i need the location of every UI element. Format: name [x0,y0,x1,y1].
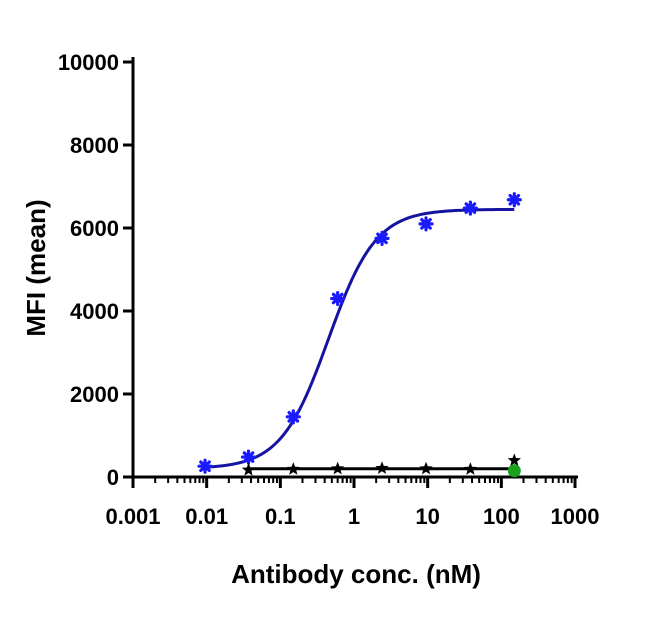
data-point-s0-1 [240,449,257,465]
data-point-s0-7 [506,192,522,208]
y-tick-label: 6000 [70,216,119,241]
data-point-s0-6 [462,200,478,216]
data-point-s0-4 [374,230,390,246]
y-tick-label: 10000 [58,50,119,75]
y-tick-label: 4000 [70,299,119,324]
y-tick-label: 8000 [70,133,119,158]
data-point-s0-5 [418,216,434,232]
x-tick-label: 10 [415,504,439,529]
data-points [197,192,522,478]
fit-curve-0 [204,207,515,469]
fit-curves [204,207,515,471]
x-tick-label: 1000 [551,504,600,529]
y-tick-label: 0 [107,465,119,490]
x-tick-label: 0.01 [185,504,228,529]
data-point-s1-5 [463,462,478,475]
data-point-s0-2 [285,409,301,425]
y-axis-ticks: 0 2000 4000 6000 8000 10000 [58,50,133,490]
data-point-s1-1 [286,462,300,475]
x-tick-label: 0.001 [105,504,160,529]
data-point-s1-3 [375,461,389,474]
data-point-s0-0 [197,458,213,474]
x-tick-label: 0.1 [265,504,296,529]
data-point-s1-4 [419,461,433,475]
data-point-s1-0 [241,462,256,476]
data-point-s1-6 [507,453,521,467]
data-point-s2-0 [507,464,521,478]
data-point-s0-3 [330,290,346,307]
x-tick-label: 100 [483,504,520,529]
axes [131,57,578,479]
x-axis-title: Antibody conc. (nM) [231,559,481,589]
data-point-s1-2 [331,461,345,475]
y-tick-label: 2000 [70,382,119,407]
x-axis-ticks: 0.001 0.01 0.1 1 10 100 1000 [105,477,599,529]
x-tick-label: 1 [348,504,360,529]
y-axis-title: MFI (mean) [21,199,51,336]
